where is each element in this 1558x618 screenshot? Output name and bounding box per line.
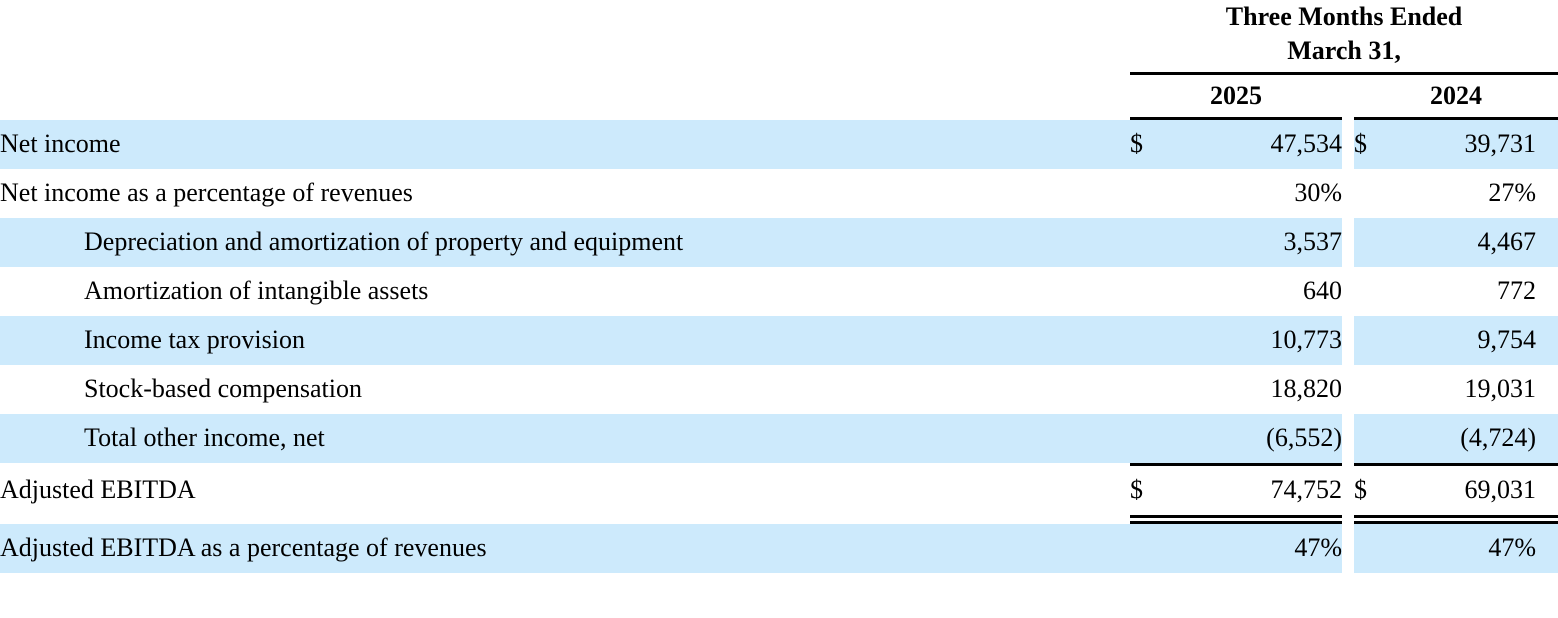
row-currency-2024: $ [1354, 475, 1367, 505]
header-period-rule [1130, 71, 1558, 75]
row-label: Amortization of intangible assets [84, 276, 429, 306]
header-year-blank [0, 75, 1130, 117]
subtotal-rule-2025 [1130, 462, 1342, 466]
subtotal-rule-2024 [1354, 462, 1558, 466]
row-currency-2025 [1130, 315, 1190, 365]
grandtotal-rule-gap [1342, 515, 1354, 524]
row-value-2024: 27% [1488, 178, 1537, 208]
grandtotal-rule-blank [0, 515, 1130, 524]
row-label: Net income as a percentage of revenues [0, 178, 413, 208]
header-period-line1: Three Months Ended [1225, 2, 1463, 31]
row-value-2025: 3,537 [1190, 217, 1342, 267]
row-value-2025: 10,773 [1190, 315, 1342, 365]
header-year-2024: 2024 [1430, 80, 1483, 110]
row-value-2025: 47,534 [1190, 119, 1342, 169]
adjusted-ebitda-reconciliation-table: Three Months Ended March 31, 2025 2024 [0, 0, 1558, 573]
row-currency-2024: $ [1354, 119, 1414, 169]
header-period-line2: March 31, [1287, 35, 1401, 65]
row-value-2025: 18,820 [1270, 374, 1343, 404]
row-gap [1342, 365, 1354, 414]
row-value-2024: 39,731 [1414, 119, 1558, 169]
header-year-rule-row [0, 116, 1558, 120]
row-currency-2024 [1354, 169, 1414, 218]
header-period-rule-row [0, 71, 1558, 75]
grandtotal-rule-line-2024-bottom [1354, 520, 1558, 524]
row-value-2025: (6,552) [1190, 413, 1342, 463]
row-gap [1342, 218, 1354, 267]
row-gap [1342, 466, 1354, 515]
row-value-2024: 772 [1497, 276, 1537, 306]
row-gap [1342, 316, 1354, 365]
header-year-rule-2025 [1130, 116, 1342, 120]
row-currency-2024 [1354, 315, 1414, 365]
row-currency-2024 [1354, 217, 1414, 267]
row-currency-2025 [1130, 365, 1190, 414]
row-gap [1342, 169, 1354, 218]
row-gap [1342, 120, 1354, 169]
row-value-2024: 19,031 [1464, 374, 1537, 404]
row-value-2024: 69,031 [1464, 475, 1537, 505]
grandtotal-rule-line-2024-top [1354, 514, 1558, 518]
header-period-rule-line [1130, 71, 1558, 75]
table-row-total: Adjusted EBITDA $ 74,752 $ 69,031 [0, 466, 1558, 515]
header-year-rule-2024 [1354, 116, 1558, 120]
row-label: Total other income, net [0, 413, 1130, 463]
row-currency-2025 [1130, 267, 1190, 316]
table-row: Total other income, net (6,552) (4,724) [0, 413, 1558, 463]
row-value-2025: 74,752 [1270, 475, 1343, 505]
row-value-2025: 30% [1294, 178, 1342, 208]
header-year-2025: 2025 [1210, 80, 1262, 110]
grandtotal-rule-row [0, 514, 1558, 524]
row-currency-2024 [1354, 365, 1414, 414]
row-value-2024: 47% [1414, 523, 1558, 573]
row-currency-2025: $ [1130, 119, 1190, 169]
header-year-row: 2025 2024 [0, 75, 1558, 117]
row-gap [1342, 267, 1354, 316]
row-currency-2025 [1130, 413, 1190, 463]
row-currency-2025 [1130, 217, 1190, 267]
table-row: Adjusted EBITDA as a percentage of reven… [0, 523, 1558, 573]
table-row: Net income as a percentage of revenues 3… [0, 169, 1558, 218]
row-currency-2024 [1354, 267, 1414, 316]
header-year-gap [1342, 75, 1354, 117]
header-title-row: Three Months Ended March 31, [0, 0, 1558, 72]
row-currency-2025: $ [1130, 475, 1143, 505]
row-value-2024: 4,467 [1414, 217, 1558, 267]
row-label: Income tax provision [0, 315, 1130, 365]
table-row: Depreciation and amortization of propert… [0, 217, 1558, 267]
table-row: Amortization of intangible assets 640 77… [0, 267, 1558, 316]
row-label: Stock-based compensation [84, 374, 362, 404]
row-value-2025: 47% [1190, 523, 1342, 573]
grandtotal-rule-2025 [1130, 514, 1342, 524]
row-value-2025: 640 [1303, 276, 1342, 306]
row-value-2024: (4,724) [1414, 413, 1558, 463]
row-currency-2025 [1130, 169, 1190, 218]
grandtotal-rule-line-2025-bottom [1130, 520, 1342, 524]
row-currency-2024 [1354, 413, 1414, 463]
row-gap [1342, 524, 1354, 573]
table-row: Net income $ 47,534 $ 39,731 [0, 119, 1558, 169]
row-currency-2025 [1130, 523, 1190, 573]
header-year-rule-line-2024 [1354, 116, 1558, 120]
grandtotal-rule-2024 [1354, 514, 1558, 524]
row-label: Adjusted EBITDA [0, 475, 196, 505]
row-label: Adjusted EBITDA as a percentage of reven… [0, 523, 1130, 573]
row-gap [1342, 414, 1354, 463]
row-label: Depreciation and amortization of propert… [0, 217, 1130, 267]
header-year-rule-line-2025 [1130, 116, 1342, 120]
row-value-2024: 9,754 [1414, 315, 1558, 365]
row-currency-2024 [1354, 523, 1414, 573]
subtotal-rule-line-2024 [1354, 462, 1558, 466]
table-row: Stock-based compensation 18,820 19,031 [0, 365, 1558, 414]
table-row: Income tax provision 10,773 9,754 [0, 315, 1558, 365]
grandtotal-rule-line-2025-top [1130, 514, 1342, 518]
header-title-blank [0, 0, 1130, 72]
header-period-title: Three Months Ended March 31, [1130, 0, 1558, 72]
row-label: Net income [0, 119, 1130, 169]
subtotal-rule-line-2025 [1130, 462, 1342, 466]
subtotal-rule-row [0, 462, 1558, 466]
